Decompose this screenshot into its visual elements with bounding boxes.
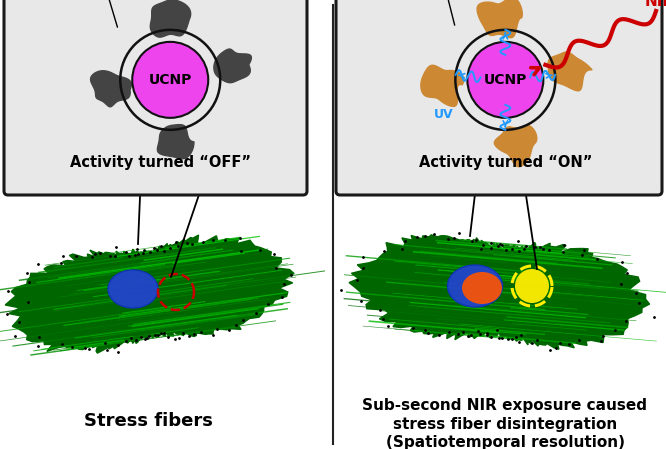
Text: Stress fibers: Stress fibers <box>83 412 212 430</box>
Text: Sub-second NIR exposure caused
stress fiber disintegration
(Spatiotemporal resol: Sub-second NIR exposure caused stress fi… <box>362 398 647 449</box>
Ellipse shape <box>108 270 158 308</box>
Circle shape <box>133 42 208 118</box>
Polygon shape <box>5 235 294 353</box>
Polygon shape <box>477 0 522 38</box>
Text: Uncaged PKA: Uncaged PKA <box>396 0 496 25</box>
Circle shape <box>468 42 543 118</box>
Text: Caged PKA: Caged PKA <box>65 0 146 27</box>
Circle shape <box>515 269 549 303</box>
Polygon shape <box>157 125 194 158</box>
Ellipse shape <box>462 272 502 304</box>
Polygon shape <box>349 235 649 349</box>
Polygon shape <box>421 65 464 106</box>
Polygon shape <box>548 52 592 91</box>
Polygon shape <box>91 71 131 107</box>
FancyBboxPatch shape <box>4 0 307 195</box>
Text: UCNP: UCNP <box>149 73 192 87</box>
Ellipse shape <box>448 265 503 307</box>
Text: Activity turned “ON”: Activity turned “ON” <box>419 155 592 171</box>
Text: UV: UV <box>434 108 453 121</box>
Polygon shape <box>494 125 537 167</box>
Text: UCNP: UCNP <box>484 73 527 87</box>
Text: Activity turned “OFF”: Activity turned “OFF” <box>70 155 251 171</box>
Polygon shape <box>214 49 251 83</box>
FancyBboxPatch shape <box>336 0 662 195</box>
Polygon shape <box>151 0 190 37</box>
Text: NIR: NIR <box>645 0 666 9</box>
